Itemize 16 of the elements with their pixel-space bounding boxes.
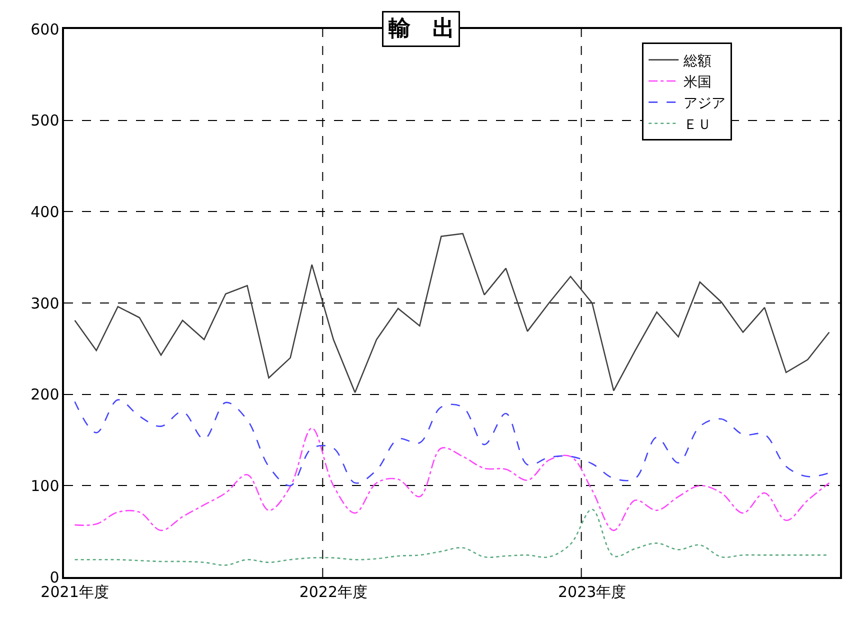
y-tick-label: 300 — [30, 294, 60, 312]
legend-label: 総額 — [682, 53, 712, 70]
line-series — [74, 427, 830, 532]
legend-label: ＥＵ — [684, 116, 712, 133]
y-tick-label: 100 — [30, 476, 60, 495]
y-tick-label: 600 — [30, 20, 60, 38]
line-series — [74, 399, 830, 486]
y-tick-label: 400 — [30, 202, 60, 221]
y-tick-label: 200 — [30, 386, 60, 404]
x-tick-label: 2022年度 — [299, 582, 368, 601]
y-tick-label: 500 — [30, 112, 60, 130]
x-tick-label: 2023年度 — [558, 582, 626, 601]
line-series — [74, 232, 830, 394]
legend-label: 米国 — [684, 74, 712, 90]
legend-label: アジア — [684, 96, 726, 112]
chart-title: 輸 出 — [388, 16, 454, 42]
